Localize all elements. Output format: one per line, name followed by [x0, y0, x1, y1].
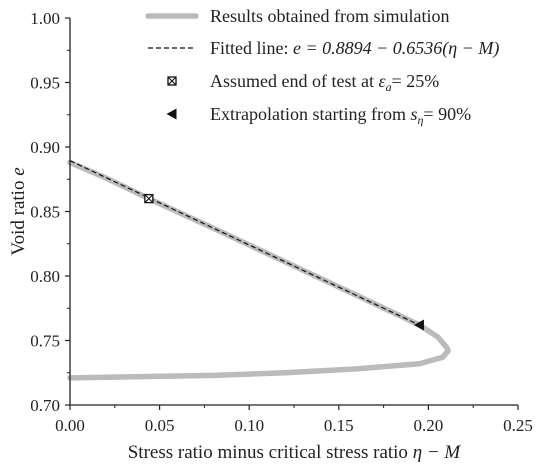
marker-end-of-test [144, 193, 154, 204]
y-tick-label: 0.70 [30, 396, 60, 415]
legend-extrapolation-swatch [166, 108, 177, 120]
x-tick-label: 0.00 [55, 416, 85, 435]
y-tick-label: 1.00 [30, 9, 60, 28]
legend-extrapolation-label: Extrapolation starting from sη= 90% [210, 104, 471, 127]
x-tick-label: 0.15 [324, 416, 354, 435]
marker-extrapolation-start [413, 319, 424, 331]
y-axis-title: Void ratio e [8, 167, 29, 255]
legend: Results obtained from simulation Fitted l… [145, 6, 499, 127]
y-tick-label: 0.80 [30, 267, 60, 286]
x-tick-label: 0.10 [234, 416, 264, 435]
y-tick-label: 0.85 [30, 203, 60, 222]
legend-marker-cross-b [167, 76, 177, 86]
y-tick-label: 0.90 [30, 138, 60, 157]
marker-cross-b [144, 194, 154, 203]
axes: 0.00 0.05 0.10 0.15 0.20 0.25 0.70 0.75 0.80 0.85… [8, 9, 533, 463]
y-tick-label: 0.95 [30, 74, 60, 93]
legend-fitted-label: Fitted line: e = 0.8894 − 0.6536(η − M) [210, 38, 499, 59]
series-fitted-line [69, 160, 420, 326]
legend-end-of-test-label: Assumed end of test at εa= 25% [210, 71, 439, 94]
legend-simulation-label: Results obtained from simulation [210, 6, 449, 26]
x-axis-title: Stress ratio minus critical stress ratio… [128, 442, 462, 463]
x-tick-label: 0.05 [145, 416, 175, 435]
x-tick-label: 0.25 [503, 416, 533, 435]
plot-area [67, 159, 451, 381]
legend-end-of-test-swatch [167, 76, 177, 86]
y-tick-label: 0.75 [30, 332, 60, 351]
series-simulation-line [67, 159, 451, 381]
x-tick-label: 0.20 [414, 416, 444, 435]
